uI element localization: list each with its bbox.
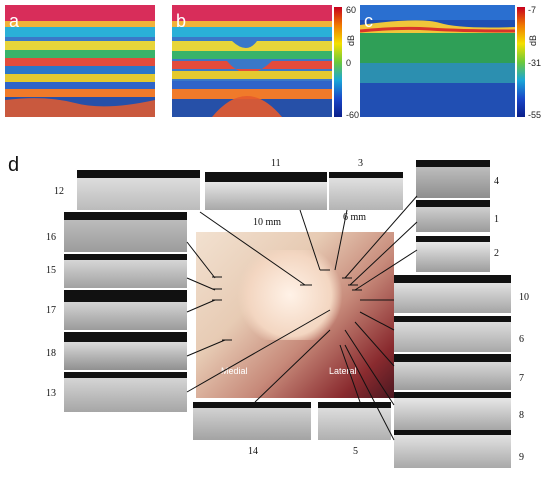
oct-tile-14 xyxy=(193,402,311,440)
label-3: 3 xyxy=(358,158,363,169)
label-2: 2 xyxy=(494,248,499,259)
panel-c-letter: c xyxy=(364,11,373,31)
label-18: 18 xyxy=(46,348,56,359)
colorbar-right-tick-bottom: -55 xyxy=(528,110,542,120)
label-1: 1 xyxy=(494,214,499,225)
oct-tile-10 xyxy=(394,275,511,313)
panel-c-image: c xyxy=(359,5,516,117)
label-16: 16 xyxy=(46,232,56,243)
oct-tile-11 xyxy=(205,172,327,210)
label-14: 14 xyxy=(248,446,258,457)
panel-a-letter: a xyxy=(9,11,20,31)
oct-tile-9 xyxy=(394,430,511,468)
panel-b-image: b xyxy=(172,5,332,117)
colorbar-left-tick-bottom: -60 xyxy=(346,110,360,120)
label-7: 7 xyxy=(519,373,524,384)
label-6: 6 xyxy=(519,334,524,345)
oct-tile-17 xyxy=(64,290,187,330)
colorbar-right xyxy=(517,7,525,117)
panel-d-letter: d xyxy=(8,154,20,176)
oct-tile-12 xyxy=(77,170,200,210)
oct-tile-2 xyxy=(416,236,490,272)
oct-tile-7 xyxy=(394,354,511,390)
oct-tile-16 xyxy=(64,212,187,252)
panel-a-image: a xyxy=(5,5,155,117)
colorbar-left xyxy=(334,7,342,117)
label-17: 17 xyxy=(46,305,56,316)
oct-tile-8 xyxy=(394,392,511,430)
label-9: 9 xyxy=(519,452,524,463)
label-4: 4 xyxy=(494,176,499,187)
oct-tile-15 xyxy=(64,254,187,288)
photo-label-lateral: Lateral xyxy=(329,366,357,376)
scale-label-6mm: 6 mm xyxy=(343,212,367,223)
oct-tile-18 xyxy=(64,332,187,370)
label-15: 15 xyxy=(46,265,56,276)
photo-label-medial: Medial xyxy=(221,366,248,376)
specimen-photo-highlight xyxy=(230,250,350,340)
oct-tile-5 xyxy=(318,402,391,440)
label-11: 11 xyxy=(271,158,281,169)
colorbar-right-tick-top: -7 xyxy=(528,5,537,15)
scale-label-10mm: 10 mm xyxy=(253,217,282,228)
oct-tile-3 xyxy=(329,172,403,210)
panel-b-letter: b xyxy=(176,11,187,31)
oct-tile-6 xyxy=(394,316,511,352)
label-12: 12 xyxy=(54,186,64,197)
colorbar-right-tick-mid: -31 xyxy=(528,58,542,68)
label-13: 13 xyxy=(46,388,56,399)
label-5: 5 xyxy=(353,446,358,457)
label-8: 8 xyxy=(519,410,524,421)
colorbar-left-tick-mid: 0 xyxy=(346,58,352,68)
oct-tile-13 xyxy=(64,372,187,412)
colorbar-left-tick-top: 60 xyxy=(346,5,357,15)
label-10: 10 xyxy=(519,292,529,303)
oct-tile-4 xyxy=(416,160,490,198)
oct-tile-1 xyxy=(416,200,490,232)
